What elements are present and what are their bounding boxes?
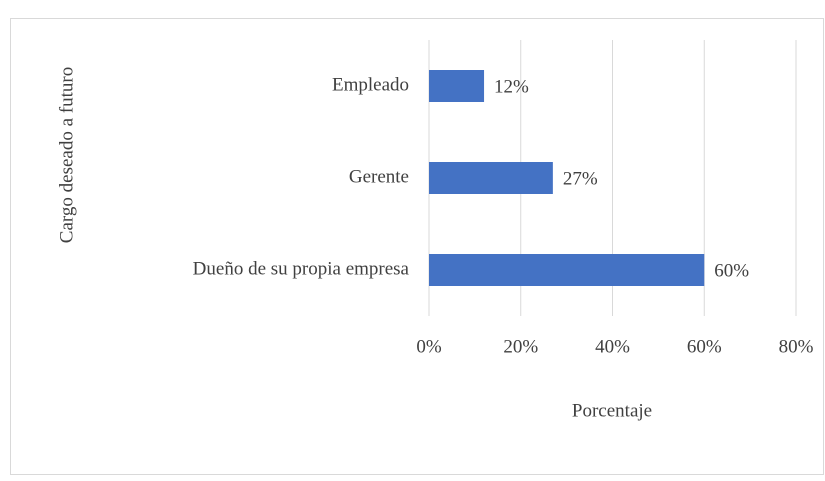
- bar: [429, 254, 705, 286]
- x-axis-title: Porcentaje: [572, 400, 652, 421]
- data-label: 60%: [714, 260, 749, 281]
- x-tick-label: 0%: [416, 336, 442, 357]
- x-tick-label: 40%: [595, 336, 630, 357]
- chart-border: [10, 18, 824, 475]
- x-tick-label: 20%: [503, 336, 538, 357]
- y-axis-title: Cargo deseado a futuro: [56, 67, 77, 243]
- data-label: 12%: [494, 76, 529, 97]
- y-tick-label: Gerente: [349, 166, 409, 187]
- data-label: 27%: [563, 168, 598, 189]
- bar: [429, 70, 485, 102]
- y-tick-label: Empleado: [332, 74, 409, 95]
- y-tick-label: Dueño de su propia empresa: [193, 258, 410, 279]
- bar: [429, 162, 553, 194]
- x-tick-label: 60%: [687, 336, 722, 357]
- x-tick-label: 80%: [779, 336, 814, 357]
